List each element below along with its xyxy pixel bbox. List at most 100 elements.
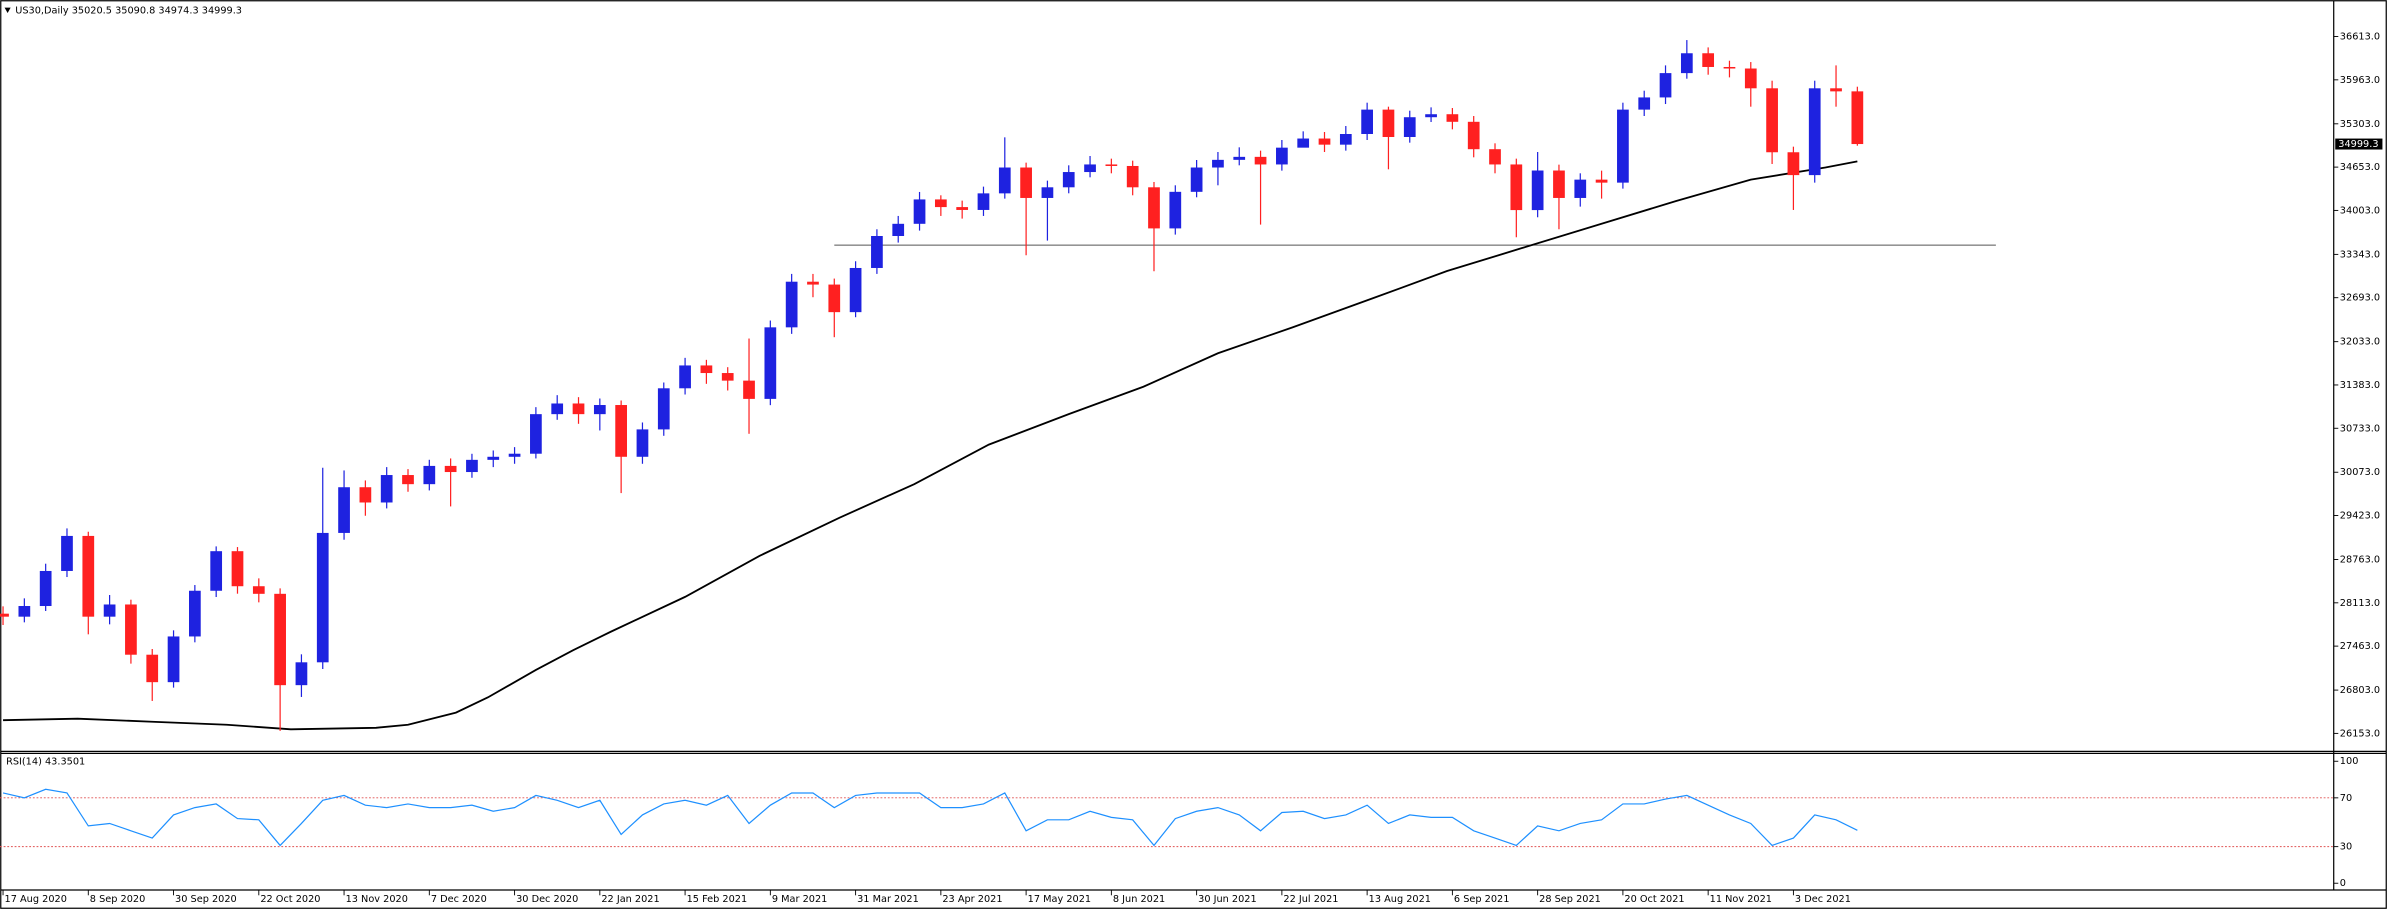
y-tick-label: 35963.0 bbox=[2340, 75, 2380, 86]
candle-body bbox=[743, 380, 755, 399]
candle-body bbox=[530, 414, 542, 454]
x-tick-label: 30 Sep 2020 bbox=[175, 894, 237, 905]
candle-body bbox=[1510, 164, 1523, 211]
candle-body bbox=[1617, 109, 1629, 183]
candle-body bbox=[189, 590, 201, 637]
candle-body bbox=[1339, 134, 1352, 145]
candle-body bbox=[316, 532, 329, 663]
candle-body bbox=[466, 459, 478, 473]
y-tick-label: 29423.0 bbox=[2340, 511, 2380, 522]
candle-body bbox=[1574, 179, 1587, 198]
rsi-title: RSI(14) 43.3501 bbox=[6, 756, 85, 767]
candle-body bbox=[1318, 138, 1331, 145]
candle-body bbox=[1702, 53, 1715, 67]
candle-body bbox=[1659, 73, 1672, 98]
candle-body bbox=[1489, 149, 1501, 165]
candle-body bbox=[593, 405, 606, 415]
x-tick-label: 20 Oct 2021 bbox=[1624, 894, 1684, 905]
candle-body bbox=[998, 167, 1011, 194]
candle-body bbox=[1062, 172, 1075, 188]
candle-body bbox=[210, 551, 223, 591]
candle-body bbox=[1233, 156, 1246, 160]
candle-body bbox=[1425, 114, 1437, 118]
x-tick-label: 3 Dec 2021 bbox=[1795, 894, 1851, 905]
candle-body bbox=[1446, 114, 1459, 122]
candle-body bbox=[828, 284, 841, 313]
y-tick-label: 28113.0 bbox=[2340, 598, 2380, 609]
y-tick-label: 36613.0 bbox=[2340, 32, 2380, 43]
candle-body bbox=[1190, 167, 1203, 192]
x-tick-label: 8 Jun 2021 bbox=[1113, 894, 1165, 905]
candle-body bbox=[1766, 88, 1778, 153]
x-tick-label: 22 Jul 2021 bbox=[1283, 894, 1338, 905]
candle-body bbox=[1126, 165, 1139, 188]
y-tick-label: 32033.0 bbox=[2340, 337, 2380, 348]
candle-body bbox=[1041, 187, 1054, 198]
candle-body bbox=[1680, 53, 1693, 74]
candle-body bbox=[892, 223, 905, 236]
candle-body bbox=[487, 456, 500, 460]
x-tick-label: 22 Jan 2021 bbox=[601, 894, 659, 905]
candle-body bbox=[1744, 68, 1757, 89]
candle-body bbox=[764, 327, 777, 399]
menu-arrow[interactable] bbox=[4, 7, 11, 13]
y-tick-label: 33343.0 bbox=[2340, 249, 2380, 260]
x-tick-label: 6 Sep 2021 bbox=[1454, 894, 1510, 905]
candle-body bbox=[807, 281, 819, 285]
rsi-line bbox=[2, 788, 1858, 847]
candle-body bbox=[1553, 170, 1565, 198]
candle-body bbox=[1595, 179, 1608, 183]
candle-body bbox=[1105, 164, 1118, 166]
candle-body bbox=[913, 199, 926, 224]
candle-body bbox=[721, 373, 734, 381]
y-tick-label: 27463.0 bbox=[2340, 641, 2380, 652]
x-tick-label: 30 Jun 2021 bbox=[1198, 894, 1257, 905]
y-tick-label: 26803.0 bbox=[2340, 685, 2380, 696]
y-tick-label: 34003.0 bbox=[2340, 205, 2380, 216]
candle-body bbox=[679, 365, 691, 389]
x-tick-label: 13 Aug 2021 bbox=[1369, 894, 1431, 905]
x-tick-label: 7 Dec 2020 bbox=[431, 894, 487, 905]
candle-body bbox=[1361, 109, 1373, 135]
candle-body bbox=[252, 586, 265, 594]
y-tick-label: 31383.0 bbox=[2340, 380, 2380, 391]
candle-body bbox=[1169, 191, 1182, 229]
candle-body bbox=[231, 551, 244, 587]
candle-body bbox=[423, 465, 436, 485]
candle-body bbox=[871, 235, 883, 268]
candle-body bbox=[615, 405, 628, 457]
y-tick-label: 35303.0 bbox=[2340, 119, 2380, 130]
y-tick-label: 34653.0 bbox=[2340, 162, 2380, 173]
candle-body bbox=[18, 606, 31, 617]
x-tick-label: 31 Mar 2021 bbox=[857, 894, 919, 905]
candle-body bbox=[657, 388, 670, 430]
x-tick-label: 17 May 2021 bbox=[1028, 894, 1091, 905]
x-tick-label: 9 Mar 2021 bbox=[772, 894, 828, 905]
candle-body bbox=[1212, 159, 1224, 168]
candle-body bbox=[61, 535, 73, 571]
x-tick-label: 15 Feb 2021 bbox=[687, 894, 748, 905]
y-tick-label: 26153.0 bbox=[2340, 728, 2380, 739]
candle-body bbox=[849, 267, 862, 313]
candle-body bbox=[977, 193, 990, 210]
moving-average bbox=[3, 160, 1858, 731]
y-tick-label: 70 bbox=[2340, 793, 2352, 804]
candle-body bbox=[700, 365, 713, 374]
x-tick-label: 13 Nov 2020 bbox=[346, 894, 408, 905]
x-tick-label: 23 Apr 2021 bbox=[942, 894, 1002, 905]
x-tick-label: 28 Sep 2021 bbox=[1539, 894, 1601, 905]
candle-body bbox=[1638, 97, 1651, 110]
candle-body bbox=[1148, 187, 1160, 229]
chart-title: US30,Daily 35020.5 35090.8 34974.3 34999… bbox=[15, 6, 242, 17]
candle-body bbox=[146, 654, 159, 683]
candle-body bbox=[402, 475, 414, 485]
x-tick-label: 30 Dec 2020 bbox=[516, 894, 578, 905]
candle-body bbox=[1723, 66, 1736, 69]
candle-body bbox=[1020, 167, 1032, 198]
x-tick-label: 22 Oct 2020 bbox=[260, 894, 320, 905]
x-tick-label: 11 Nov 2021 bbox=[1710, 894, 1772, 905]
y-tick-label: 30733.0 bbox=[2340, 423, 2380, 434]
